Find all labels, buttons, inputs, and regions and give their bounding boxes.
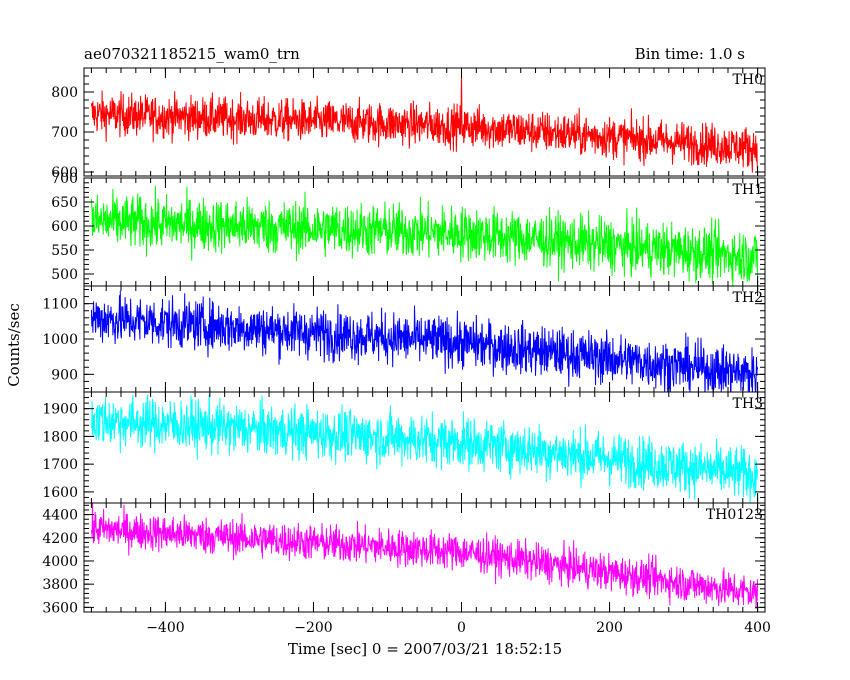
x-tick-label: 400 xyxy=(744,620,771,636)
y-tick-label: 700 xyxy=(51,171,78,187)
series-th2 xyxy=(90,290,759,392)
y-tick-label: 4200 xyxy=(42,531,78,547)
series-th3 xyxy=(90,394,759,503)
y-tick-label: 650 xyxy=(51,195,78,211)
y-tick-label: 4400 xyxy=(42,508,78,524)
y-tick-label: 500 xyxy=(51,267,78,283)
y-tick-label: 3800 xyxy=(42,577,78,593)
y-tick-label: 1700 xyxy=(42,457,78,473)
y-tick-label: 4000 xyxy=(42,554,78,570)
x-tick-label: −400 xyxy=(146,620,184,636)
panel-frame-th0123 xyxy=(83,502,766,613)
y-tick-label: 1800 xyxy=(42,429,78,445)
series-th1 xyxy=(90,185,759,286)
y-tick-label: 800 xyxy=(51,85,78,101)
y-tick-label: 1000 xyxy=(42,332,78,348)
panel-frame-th0 xyxy=(83,67,766,177)
y-tick-label: 900 xyxy=(51,367,78,383)
panel-label-th0: TH0 xyxy=(733,72,763,88)
x-tick-label: −200 xyxy=(294,620,332,636)
y-tick-label: 700 xyxy=(51,125,78,141)
series-th0 xyxy=(90,68,759,174)
y-tick-label: 3600 xyxy=(42,600,78,616)
series-th0123 xyxy=(90,503,759,610)
y-tick-label: 600 xyxy=(51,219,78,235)
y-tick-label: 550 xyxy=(51,243,78,259)
y-tick-label: 1600 xyxy=(42,485,78,501)
chart-title: ae070321185215_wam0_trn xyxy=(84,45,300,63)
y-tick-label: 1100 xyxy=(42,297,78,313)
y-axis-label: Counts/sec xyxy=(5,303,23,387)
x-tick-label: 200 xyxy=(596,620,623,636)
y-tick-label: 1900 xyxy=(42,402,78,418)
y-tick-label: 600 xyxy=(51,165,78,181)
x-axis-label: Time [sec] 0 = 2007/03/21 18:52:15 xyxy=(287,640,563,658)
panel-label-th0123: TH0123 xyxy=(706,507,763,523)
panel-label-th3: TH3 xyxy=(733,396,763,412)
panel-label-th2: TH2 xyxy=(733,290,763,306)
x-tick-label: 0 xyxy=(457,620,466,636)
panel-label-th1: TH1 xyxy=(733,182,763,198)
bin-time-label: Bin time: 1.0 s xyxy=(634,45,745,63)
